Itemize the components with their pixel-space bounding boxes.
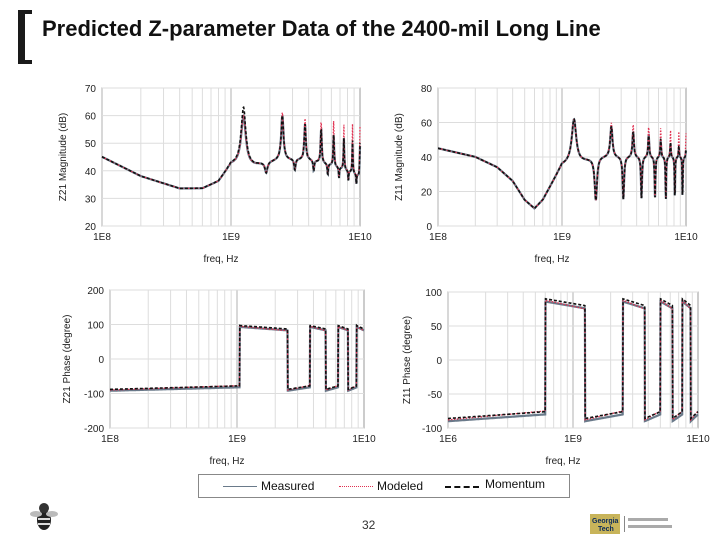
y-tick-label: 40 [421, 153, 433, 164]
x-axis-label: freq, Hz [203, 254, 238, 265]
x-tick-label: 1E10 [352, 434, 376, 445]
y-tick-label: 0 [426, 222, 432, 233]
y-axis-label: Z21 Magnitude (dB) [58, 113, 69, 201]
x-tick-label: 1E9 [553, 232, 571, 243]
x-tick-label: 1E9 [222, 232, 240, 243]
y-tick-label: 100 [87, 321, 104, 332]
legend-modeled-swatch [339, 486, 373, 487]
legend-measured-swatch [223, 486, 257, 487]
x-axis-label: freq, Hz [534, 254, 569, 265]
title-bracket [18, 10, 32, 64]
x-tick-label: 1E10 [348, 232, 372, 243]
x-tick-label: 1E10 [674, 232, 698, 243]
y-tick-label: 80 [421, 84, 433, 95]
y-tick-label: 60 [85, 112, 97, 123]
y-tick-label: 0 [98, 355, 104, 366]
series-line-momentum [438, 118, 687, 210]
x-tick-label: 1E10 [686, 434, 710, 445]
y-tick-label: 60 [421, 119, 433, 130]
y-tick-label: 0 [436, 356, 442, 367]
y-axis-label: Z11 Magnitude (dB) [394, 113, 405, 201]
y-tick-label: -100 [422, 424, 442, 435]
y-tick-label: 20 [421, 188, 433, 199]
y-tick-label: 70 [85, 84, 97, 95]
y-tick-label: 20 [85, 222, 97, 233]
svg-text:Tech: Tech [598, 526, 614, 533]
y-tick-label: 30 [85, 194, 97, 205]
y-axis-label: Z11 Phase (degree) [402, 316, 413, 404]
x-axis-label: freq, Hz [209, 456, 244, 467]
y-tick-label: 100 [425, 288, 442, 299]
y-axis-label: Z21 Phase (degree) [62, 315, 73, 404]
legend-momentum-label: Momentum [485, 477, 546, 491]
slide-title: Predicted Z-parameter Data of the 2400-m… [42, 16, 601, 41]
legend-momentum-swatch [445, 486, 479, 488]
x-tick-label: 1E8 [101, 434, 119, 445]
y-tick-label: 50 [85, 139, 97, 150]
x-axis-label: freq, Hz [545, 456, 580, 467]
legend-modeled-label: Modeled [377, 479, 424, 493]
z11-phase-chart: -100 -50 0 50 100 1E6 1E9 1E10 freq, Hz Z11 Phase… [402, 288, 710, 467]
y-tick-label: 50 [431, 322, 443, 333]
x-tick-label: 1E8 [93, 232, 111, 243]
z21-mag-chart: 20 30 40 50 60 70 1E8 1E9 1E10 freq, Hz Z21 Magnit… [58, 84, 372, 265]
y-tick-label: 40 [85, 167, 97, 178]
series-line-measured [110, 324, 365, 393]
z11-mag-chart: 0 20 40 60 80 1E8 1E9 1E10 freq, Hz Z11 Magnitude… [394, 84, 698, 265]
y-tick-label: -100 [84, 390, 104, 401]
x-tick-label: 1E9 [564, 434, 582, 445]
y-tick-label: 200 [87, 286, 104, 297]
series-line-momentum [448, 297, 699, 421]
x-tick-label: 1E6 [439, 434, 457, 445]
x-tick-label: 1E9 [228, 434, 246, 445]
y-tick-label: -50 [428, 390, 443, 401]
legend-measured-label: Measured [261, 479, 315, 493]
y-tick-label: -200 [84, 424, 104, 435]
page-number: 32 [362, 518, 376, 532]
legend: Measured Modeled Momentum [198, 474, 570, 498]
series-line-momentum [110, 323, 365, 391]
x-tick-label: 1E8 [429, 232, 447, 243]
series-line-momentum [101, 106, 361, 190]
z21-phase-chart: -200 -100 0 100 200 1E8 1E9 1E10 freq, Hz Z21 Pha… [62, 286, 376, 467]
svg-text:Georgia: Georgia [592, 518, 619, 525]
